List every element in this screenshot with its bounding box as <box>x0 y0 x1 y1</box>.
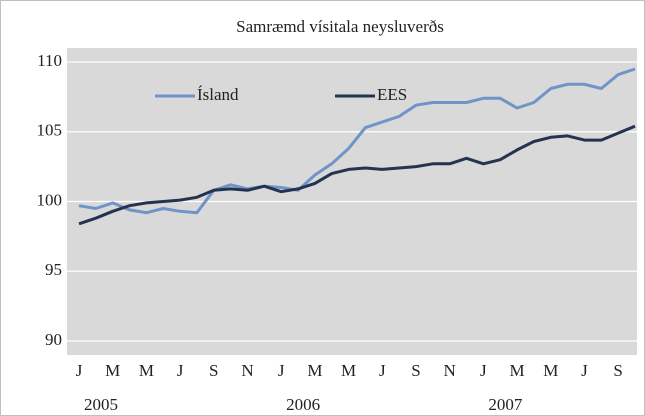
y-tick-label: 90 <box>45 330 62 349</box>
year-label: 2006 <box>286 395 320 414</box>
x-tick-label: J <box>278 361 285 380</box>
year-label: 2007 <box>488 395 523 414</box>
x-tick-label: M <box>509 361 524 380</box>
x-tick-label: M <box>307 361 322 380</box>
x-tick-label: M <box>105 361 120 380</box>
year-label: 2005 <box>84 395 118 414</box>
x-tick-label: S <box>209 361 218 380</box>
x-tick-label: J <box>177 361 184 380</box>
legend-label: EES <box>377 85 407 104</box>
x-tick-label: S <box>613 361 622 380</box>
y-tick-label: 105 <box>37 121 63 140</box>
x-tick-label: J <box>76 361 83 380</box>
x-tick-label: N <box>241 361 253 380</box>
x-tick-label: J <box>480 361 487 380</box>
x-tick-label: M <box>543 361 558 380</box>
y-tick-label: 95 <box>45 260 62 279</box>
x-tick-label: N <box>444 361 456 380</box>
legend-label: Ísland <box>197 85 239 104</box>
x-tick-label: S <box>411 361 420 380</box>
y-tick-label: 110 <box>37 51 62 70</box>
x-tick-label: J <box>379 361 386 380</box>
y-tick-label: 100 <box>37 190 63 209</box>
chart-title: Samræmd vísitala neysluverðs <box>236 17 444 36</box>
x-tick-label: M <box>341 361 356 380</box>
x-tick-label: J <box>581 361 588 380</box>
series-line <box>78 124 636 226</box>
x-tick-label: M <box>139 361 154 380</box>
series-line <box>78 67 636 215</box>
